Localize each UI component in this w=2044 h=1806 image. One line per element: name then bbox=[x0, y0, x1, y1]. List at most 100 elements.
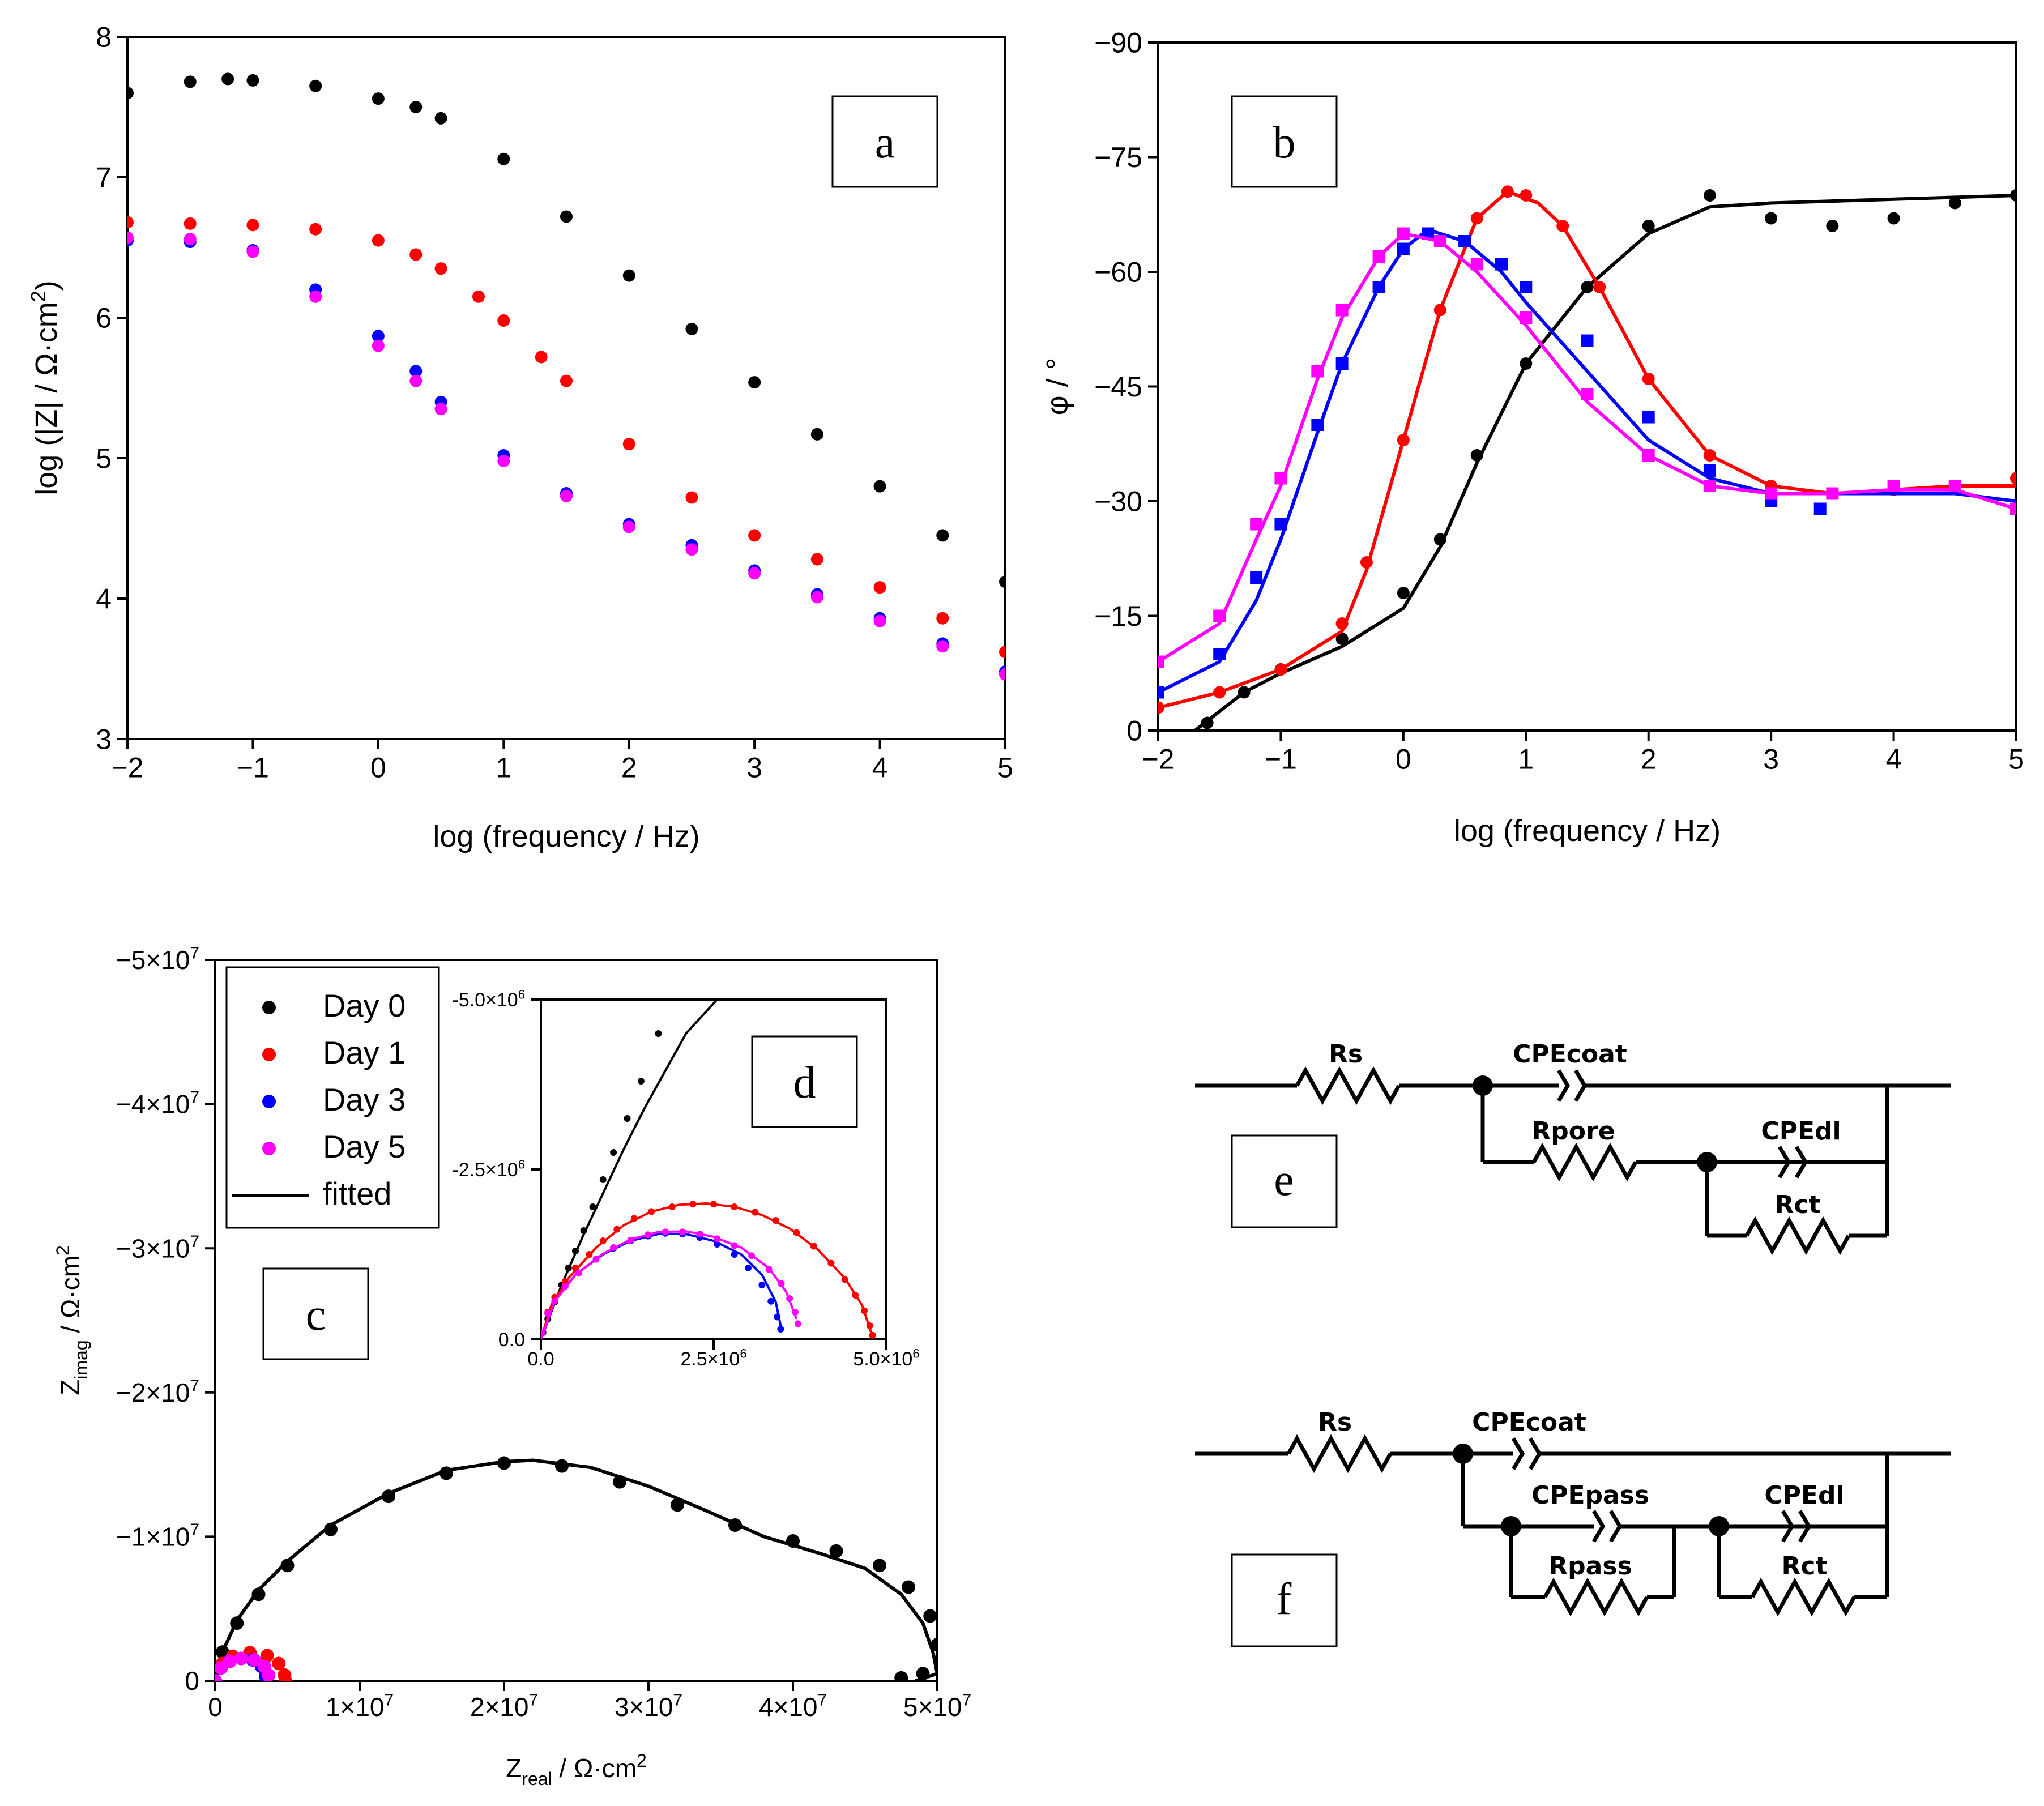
data-point-day0 bbox=[221, 72, 234, 86]
x-tick-label-b: 0 bbox=[1396, 744, 1411, 775]
data-point-day0 bbox=[999, 575, 1005, 588]
x-tick-label-d: 5.0×106 bbox=[853, 1346, 919, 1370]
data-point-day0 bbox=[810, 428, 823, 441]
data-point-day0 bbox=[127, 87, 134, 100]
data-point-day0 bbox=[497, 152, 510, 165]
y-tick-label-b: 0 bbox=[1126, 715, 1142, 747]
fit-line-day0_fit bbox=[1194, 194, 2016, 731]
legend-box-c bbox=[225, 966, 440, 1229]
data-point-day0 bbox=[589, 1203, 596, 1210]
data-point-day0 bbox=[1948, 197, 1961, 210]
fit-line-day0_fit bbox=[541, 1000, 718, 1339]
y-axis-label-c: Zimag / Ω·cm2 bbox=[53, 1245, 91, 1395]
y-tick-label-b: −75 bbox=[1094, 142, 1142, 173]
panel-label-c: c bbox=[306, 1290, 326, 1340]
data-point-day0 bbox=[409, 101, 423, 113]
x-tick-label-c: 5×107 bbox=[903, 1691, 971, 1722]
circuit-f-rs-label: Rs bbox=[1318, 1408, 1352, 1437]
circuit-e-cpecoat-label: CPEcoat bbox=[1513, 1040, 1627, 1069]
legend-label-fitted: fitted bbox=[323, 1176, 391, 1211]
data-point-day3 bbox=[758, 1282, 766, 1288]
data-point-day0 bbox=[902, 1580, 915, 1594]
data-point-day5 bbox=[409, 374, 423, 387]
legend-label-day1: Day 1 bbox=[323, 1035, 406, 1070]
circuit-f-label: f bbox=[1277, 1574, 1292, 1624]
x-tick-label-c: 1×107 bbox=[326, 1691, 394, 1722]
x-tick-label-a: 5 bbox=[997, 752, 1013, 784]
fit-line-day1_fit bbox=[541, 1202, 873, 1339]
y-tick-label-b: −90 bbox=[1094, 27, 1142, 59]
x-tick-label-c: 0 bbox=[208, 1692, 223, 1722]
data-point-day1 bbox=[260, 1649, 274, 1663]
circuit-f-rpass-label: Rpass bbox=[1548, 1552, 1632, 1581]
data-point-day3 bbox=[372, 330, 385, 343]
circuit-e-rs-label: Rs bbox=[1329, 1040, 1363, 1069]
y-tick-label-a: 7 bbox=[96, 162, 112, 194]
data-point-day1 bbox=[309, 223, 322, 236]
y-tick-label-a: 3 bbox=[96, 724, 112, 755]
legend-label-day5: Day 5 bbox=[323, 1129, 406, 1164]
circuit-e-cpedl-label: CPEdl bbox=[1761, 1117, 1841, 1146]
data-point-day0 bbox=[829, 1544, 843, 1558]
data-point-day1 bbox=[372, 234, 385, 247]
data-point-day5 bbox=[1250, 518, 1263, 531]
panel-label-box-b bbox=[1231, 95, 1338, 188]
y-tick-label-c: −3×107 bbox=[116, 1232, 199, 1263]
fit-line-day5_fit bbox=[1158, 232, 2016, 664]
data-point-day5 bbox=[184, 233, 197, 246]
data-point-day0 bbox=[1335, 633, 1349, 645]
panel-label-box-d bbox=[751, 1035, 858, 1128]
y-tick-label-a: 8 bbox=[96, 22, 112, 53]
y-tick-label-a: 4 bbox=[96, 583, 112, 615]
y-tick-label-c: −1×107 bbox=[116, 1521, 199, 1551]
data-point-day1 bbox=[184, 217, 197, 230]
data-point-day5 bbox=[873, 614, 886, 627]
data-point-day5 bbox=[936, 640, 949, 653]
data-point-day5 bbox=[215, 1674, 222, 1681]
data-point-day1 bbox=[2010, 472, 2016, 485]
x-tick-label-a: 3 bbox=[746, 752, 762, 784]
data-point-day0 bbox=[936, 529, 949, 542]
data-point-day5 bbox=[434, 403, 447, 416]
legend-swatch-day5 bbox=[262, 1142, 276, 1155]
panel-label-box-c bbox=[262, 1267, 369, 1360]
data-point-day1 bbox=[560, 374, 573, 387]
panel-label-a: a bbox=[875, 118, 895, 168]
data-point-day0 bbox=[1826, 220, 1839, 232]
x-tick-label-d: 0.0 bbox=[527, 1348, 554, 1370]
legend-swatch-day0 bbox=[262, 1001, 276, 1014]
data-point-day1 bbox=[434, 262, 447, 275]
x-tick-label-a: −1 bbox=[237, 752, 269, 784]
data-point-day1 bbox=[497, 314, 510, 327]
data-point-day3 bbox=[1520, 281, 1533, 293]
panel-b: −2 −1 0 1 2 3 4 5 0 −15 −30 −45 −60 −75 −90 log (freque… bbox=[1040, 27, 2024, 848]
data-point-day0 bbox=[184, 75, 197, 88]
x-tick-label-b: 3 bbox=[1763, 744, 1779, 775]
y-tick-label-c: 0 bbox=[185, 1666, 199, 1696]
data-point-day1 bbox=[748, 529, 761, 542]
series-group-b bbox=[1158, 185, 2016, 731]
data-point-day5 bbox=[794, 1320, 801, 1327]
data-point-day5 bbox=[234, 1651, 248, 1666]
data-point-day0 bbox=[655, 1030, 662, 1037]
series-group-d bbox=[541, 1000, 876, 1339]
data-point-day1 bbox=[535, 351, 548, 364]
x-tick-label-c: 2×107 bbox=[470, 1691, 538, 1722]
x-tick-label-b: 4 bbox=[1886, 744, 1902, 775]
x-tick-label-a: 2 bbox=[621, 752, 637, 784]
circuit-f-cpepass-label: CPEpass bbox=[1531, 1481, 1649, 1510]
data-point-day3 bbox=[1813, 502, 1827, 515]
data-point-day3 bbox=[1703, 464, 1716, 477]
legend-swatch-day3 bbox=[262, 1095, 276, 1108]
circuit-e-rpore-label: Rpore bbox=[1531, 1117, 1615, 1146]
data-point-day5 bbox=[309, 290, 322, 303]
chart-panels: −2 −1 0 1 2 3 4 5 3 4 5 6 7 8 log (frequency / Hz) log … bbox=[27, 22, 2024, 1790]
legend-c: Day 0 Day 1 Day 3 Day 5 fitted bbox=[225, 966, 440, 1229]
data-point-day1 bbox=[999, 646, 1005, 659]
panel-label-d: d bbox=[793, 1058, 816, 1108]
data-point-day5 bbox=[262, 1668, 276, 1681]
data-point-day1 bbox=[127, 216, 134, 229]
x-tick-label-b: 2 bbox=[1641, 744, 1657, 775]
y-tick-label-d: 0.0 bbox=[498, 1329, 525, 1351]
data-point-day0 bbox=[280, 1559, 295, 1573]
